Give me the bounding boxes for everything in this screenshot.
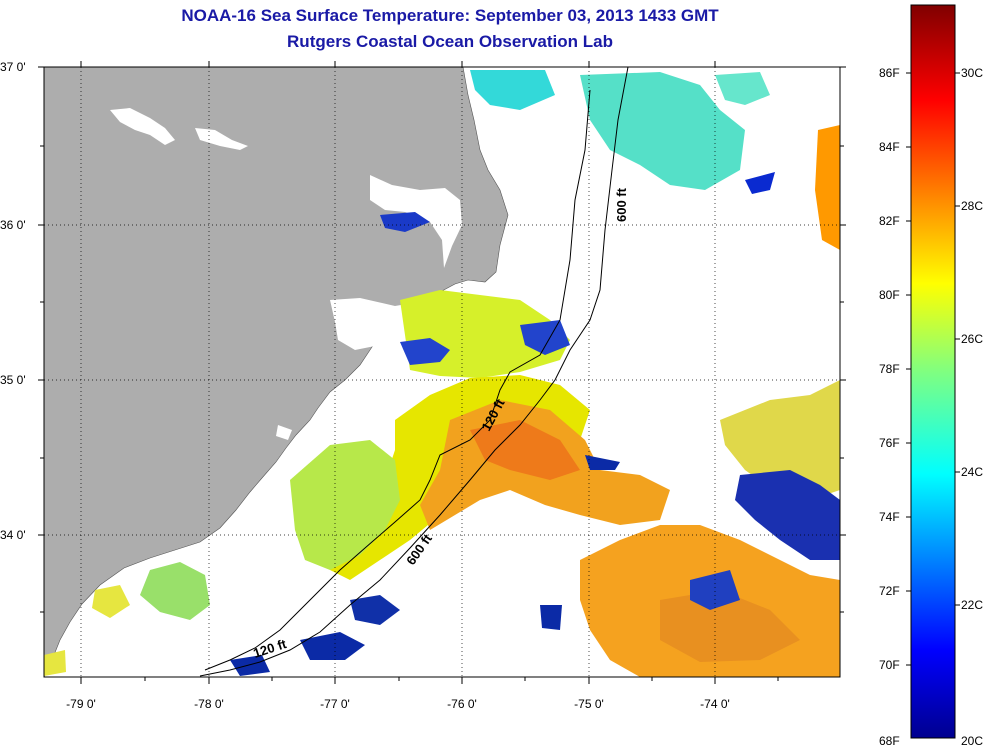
sst-patches	[44, 70, 840, 677]
lon-label-77: -77 0'	[320, 697, 350, 711]
lon-label-78: -78 0'	[194, 697, 224, 711]
lat-label-34: 34 0'	[0, 528, 26, 542]
cb-f-82: 82F	[879, 214, 900, 228]
river-inlet-2	[195, 128, 248, 150]
map-frame	[43, 66, 841, 678]
lon-label-76: -76 0'	[447, 697, 477, 711]
bathymetry-contours	[199, 67, 629, 677]
cb-f-70: 70F	[879, 658, 900, 672]
cb-f-80: 80F	[879, 288, 900, 302]
map-content: 600 ft 120 ft 600 ft 120 ft	[44, 67, 840, 677]
cb-f-76: 76F	[879, 436, 900, 450]
colorbar-gradient	[910, 4, 956, 739]
cb-f-74: 74F	[879, 510, 900, 524]
river-inlet-1	[110, 108, 175, 145]
graticule	[44, 67, 840, 677]
axis-ticks	[38, 61, 846, 684]
map-subtitle: Rutgers Coastal Ocean Observation Lab	[287, 32, 613, 51]
map-title: NOAA-16 Sea Surface Temperature: Septemb…	[181, 6, 719, 25]
contour-120ft	[204, 89, 591, 671]
contour-label-600-north: 600 ft	[614, 187, 629, 222]
cb-c-22: 22C	[961, 598, 983, 612]
cb-c-26: 26C	[961, 332, 983, 346]
cb-f-72: 72F	[879, 584, 900, 598]
cb-f-78: 78F	[879, 362, 900, 376]
albemarle-sound	[370, 175, 462, 268]
cb-f-86: 86F	[879, 66, 900, 80]
cb-c-30: 30C	[961, 66, 983, 80]
lat-label-36: 36 0'	[0, 218, 26, 232]
lon-label-75: -75 0'	[574, 697, 604, 711]
cb-f-68: 68F	[879, 734, 900, 748]
lat-label-37: 37 0'	[0, 60, 26, 74]
contour-600ft	[199, 67, 629, 677]
river-inlet-3	[276, 425, 292, 440]
lon-label-74: -74 0'	[700, 697, 730, 711]
cb-c-20: 20C	[961, 734, 983, 748]
cb-c-28: 28C	[961, 199, 983, 213]
cb-f-84: 84F	[879, 140, 900, 154]
colorbar: 86F 84F 82F 80F 78F 76F 74F 72F 70F 68F …	[879, 4, 983, 748]
lon-label-79: -79 0'	[66, 697, 96, 711]
lat-label-35: 35 0'	[0, 373, 26, 387]
cb-c-24: 24C	[961, 465, 983, 479]
